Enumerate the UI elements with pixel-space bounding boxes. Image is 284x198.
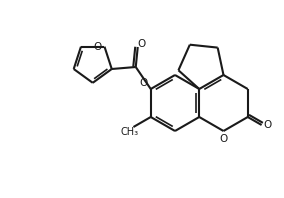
Text: O: O [93,42,102,52]
Text: CH₃: CH₃ [120,127,139,137]
Text: O: O [264,120,272,130]
Text: O: O [138,39,146,49]
Text: O: O [219,134,227,144]
Text: O: O [140,78,148,88]
